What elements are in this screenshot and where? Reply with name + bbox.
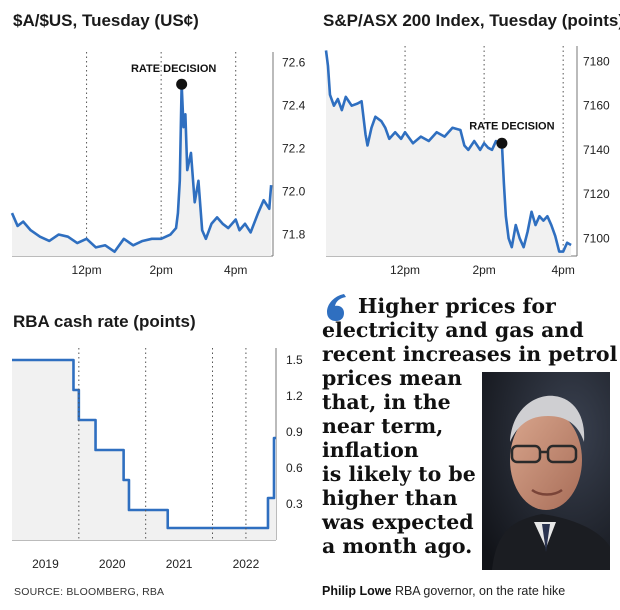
asx200-title: S&P/ASX 200 Index, Tuesday (points) bbox=[323, 11, 620, 30]
y-tick-label: 72.4 bbox=[282, 99, 306, 113]
rate-decision-marker bbox=[176, 78, 188, 90]
quote-line: inflation bbox=[322, 438, 419, 462]
quote-line: near term, bbox=[322, 414, 444, 438]
x-tick-label: 2021 bbox=[166, 557, 193, 571]
quote-line: that, in the bbox=[322, 390, 451, 414]
portrait-photo bbox=[482, 372, 610, 570]
y-tick-label: 72.2 bbox=[282, 142, 306, 156]
cash-rate-title: RBA cash rate (points) bbox=[13, 312, 196, 331]
aud-usd-chart: 12pm 2pm 4pm 72.6 72.4 72.2 72.0 71.8 RATE DECIS… bbox=[10, 52, 306, 277]
y-tick-label: 0.3 bbox=[286, 497, 303, 511]
cash-rate-chart: 1.5 1.2 0.9 0.6 0.3 2019 2020 2021 2022 bbox=[12, 348, 303, 571]
y-tick-label: 7180 bbox=[583, 54, 610, 68]
series-area bbox=[12, 84, 272, 256]
series-area bbox=[326, 50, 572, 256]
quote-line: higher than bbox=[322, 486, 458, 510]
rate-decision-marker bbox=[496, 137, 508, 149]
y-tick-label: 7100 bbox=[583, 231, 610, 245]
quote-block: Higher prices for electricity and gas and… bbox=[322, 290, 618, 610]
y-tick-label: 0.6 bbox=[286, 461, 303, 475]
y-tick-label: 7160 bbox=[583, 99, 610, 113]
quote-line: was expected bbox=[322, 510, 474, 534]
quote-line: prices mean bbox=[322, 366, 463, 390]
y-tick-label: 71.8 bbox=[282, 228, 306, 242]
x-tick-label: 4pm bbox=[224, 263, 247, 277]
x-tick-label: 4pm bbox=[551, 263, 574, 277]
quote-attribution: Philip Lowe RBA governor, on the rate hi… bbox=[322, 584, 565, 598]
y-tick-label: 72.6 bbox=[282, 56, 306, 70]
x-tick-label: 2020 bbox=[99, 557, 126, 571]
x-tick-label: 2022 bbox=[233, 557, 260, 571]
x-tick-label: 12pm bbox=[72, 263, 102, 277]
series-line bbox=[324, 50, 572, 253]
aud-usd-title: $A/$US, Tuesday (US¢) bbox=[13, 11, 199, 30]
series-area bbox=[12, 360, 276, 540]
quote-mark-icon bbox=[327, 294, 346, 321]
speaker-name: Philip Lowe bbox=[322, 584, 392, 598]
x-tick-label: 2pm bbox=[149, 263, 172, 277]
asx200-chart: 12pm 2pm 4pm 7180 7160 7140 7120 7100 RATE DECIS… bbox=[324, 46, 610, 277]
rate-decision-label: RATE DECISION bbox=[131, 63, 216, 75]
quote-line: a month ago. bbox=[322, 534, 473, 558]
rate-decision-label: RATE DECISION bbox=[469, 120, 554, 132]
y-tick-label: 7120 bbox=[583, 187, 610, 201]
y-tick-label: 1.5 bbox=[286, 353, 303, 367]
series-line bbox=[12, 358, 276, 530]
source-note: SOURCE: BLOOMBERG, RBA bbox=[14, 586, 165, 598]
x-tick-label: 2019 bbox=[32, 557, 59, 571]
quote-line: recent increases in petrol bbox=[322, 342, 618, 366]
y-tick-label: 72.0 bbox=[282, 185, 306, 199]
quote-line: Higher prices for bbox=[358, 294, 556, 318]
y-tick-label: 0.9 bbox=[286, 425, 303, 439]
y-tick-label: 7140 bbox=[583, 143, 610, 157]
speaker-role: RBA governor, on the rate hike bbox=[394, 584, 566, 598]
quote-line: is likely to be bbox=[322, 462, 476, 486]
series-line bbox=[10, 82, 273, 254]
y-tick-label: 1.2 bbox=[286, 389, 303, 403]
x-tick-label: 2pm bbox=[472, 263, 495, 277]
quote-line: electricity and gas and bbox=[322, 318, 584, 342]
x-tick-label: 12pm bbox=[390, 263, 420, 277]
